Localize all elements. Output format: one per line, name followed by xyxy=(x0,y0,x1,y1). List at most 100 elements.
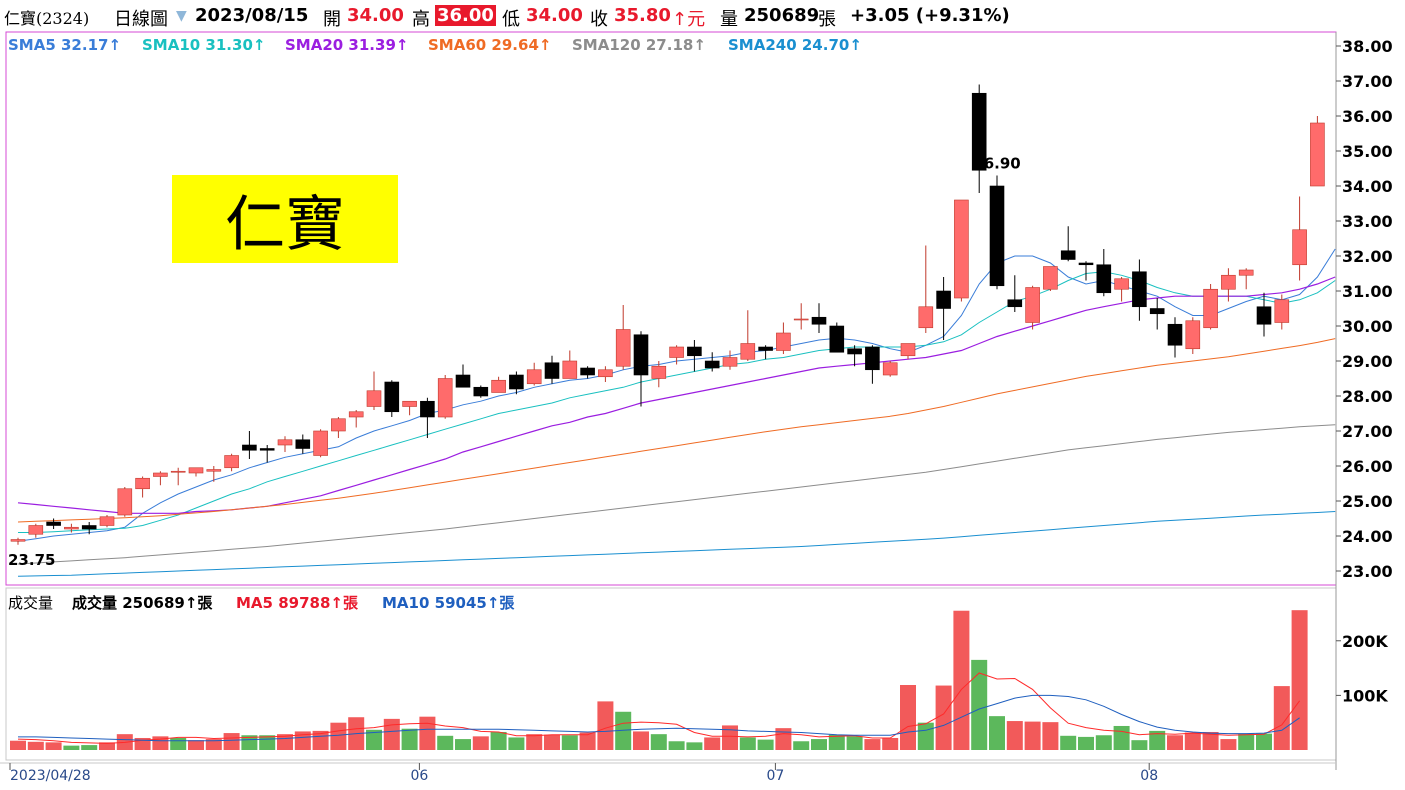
candle-body xyxy=(1132,271,1147,308)
volume-bar xyxy=(633,731,649,750)
period-label[interactable]: 日線圖 xyxy=(114,9,168,30)
volume-bar xyxy=(508,737,525,750)
candle-body xyxy=(277,439,293,446)
open-label: 開 xyxy=(323,9,341,30)
volume-bar xyxy=(793,741,810,750)
candle-body xyxy=(1078,262,1094,266)
quote-date: 2023/08/15 xyxy=(195,5,309,26)
volume-value: 250689 xyxy=(744,5,820,26)
candle-body xyxy=(1096,264,1112,294)
candle-body xyxy=(1238,269,1254,276)
volume-panel-title: 成交量 xyxy=(8,594,54,612)
volume-bar xyxy=(1131,740,1148,750)
ma-line-sma10 xyxy=(18,271,1336,533)
volume-bar xyxy=(811,739,827,750)
close-unit: ↑元 xyxy=(672,9,706,30)
volume-bar xyxy=(170,737,187,750)
candle-body xyxy=(847,348,862,355)
volume-label: 量 xyxy=(720,9,738,30)
price-tick-label: 33.00 xyxy=(1342,212,1393,231)
volume-bar xyxy=(437,735,454,750)
time-tick-label: 07 xyxy=(766,768,784,784)
price-tick-label: 38.00 xyxy=(1342,37,1393,56)
volume-bar xyxy=(686,742,703,750)
candle-body xyxy=(615,329,631,367)
volume-bar xyxy=(134,737,151,750)
price-tick-label: 30.00 xyxy=(1342,317,1393,336)
volume-bar xyxy=(1006,721,1023,750)
volume-bar xyxy=(10,740,26,750)
candle-body xyxy=(1007,299,1023,308)
volume-bar xyxy=(45,742,62,750)
candle-body xyxy=(989,185,1005,287)
candle-body xyxy=(544,362,560,379)
volume-legend-vol: 成交量 250689↑張 xyxy=(72,594,213,612)
candle-body xyxy=(135,477,150,490)
candle-body xyxy=(331,418,346,432)
peak-price-label: 36.90 xyxy=(973,155,1020,173)
candle-body xyxy=(722,357,738,367)
low-label: 低 xyxy=(502,9,520,30)
candle-body xyxy=(936,290,951,309)
volume-bar xyxy=(152,736,169,750)
candle-body xyxy=(1060,250,1076,260)
candle-body xyxy=(224,455,239,469)
price-tick-label: 35.00 xyxy=(1342,142,1393,161)
price-panel-frame xyxy=(5,31,1337,586)
volume-bar xyxy=(526,734,543,750)
candle-body xyxy=(1043,266,1058,290)
candle-body xyxy=(669,346,684,358)
volume-bar xyxy=(330,722,347,750)
price-tick-label: 36.00 xyxy=(1342,107,1393,126)
volume-bar xyxy=(205,739,222,750)
candle-body xyxy=(313,430,328,456)
candle-body xyxy=(206,469,222,472)
candle-body xyxy=(918,306,934,329)
legend-sma60: SMA60 29.64↑ xyxy=(428,36,552,54)
volume-bar xyxy=(722,725,738,750)
volume-bar xyxy=(953,610,970,750)
price-tick-label: 27.00 xyxy=(1342,422,1393,441)
ma-line-sma240 xyxy=(17,511,1336,577)
candle-body xyxy=(437,378,453,418)
volume-bar xyxy=(366,729,382,750)
candle-body xyxy=(1025,287,1040,323)
volume-bar xyxy=(597,701,614,750)
volume-bar xyxy=(1060,735,1077,750)
volume-bar xyxy=(615,711,632,750)
volume-tick-label: 200K xyxy=(1342,632,1388,651)
price-tick-label: 23.00 xyxy=(1342,562,1393,581)
candle-body xyxy=(704,360,720,369)
candle-body xyxy=(10,539,26,542)
volume-bar xyxy=(971,659,988,750)
volume-bar xyxy=(1078,736,1094,750)
price-tick-label: 26.00 xyxy=(1342,457,1393,476)
volume-bar xyxy=(757,739,774,750)
candle-body xyxy=(865,346,880,371)
volume-bar xyxy=(383,718,400,750)
candle-body xyxy=(1310,122,1325,187)
candle-body xyxy=(28,525,44,535)
stock-name: 仁寶(2324) xyxy=(4,9,90,28)
candle-body xyxy=(1203,288,1218,329)
period-dropdown-icon[interactable]: ▼ xyxy=(176,8,187,24)
volume-bar xyxy=(917,722,934,750)
candle-body xyxy=(758,346,773,351)
price-tick-label: 25.00 xyxy=(1342,492,1393,511)
legend-sma5: SMA5 32.17↑ xyxy=(8,36,122,54)
price-tick-label: 37.00 xyxy=(1342,72,1393,91)
legend-sma120: SMA120 27.18↑ xyxy=(572,36,706,54)
volume-bar xyxy=(1095,735,1112,750)
candle-body xyxy=(562,360,578,379)
volume-bar xyxy=(775,728,792,750)
price-tick-label: 34.00 xyxy=(1342,177,1393,196)
volume-bar xyxy=(1291,610,1308,750)
volume-bar xyxy=(846,736,863,750)
stock-name-stamp: 仁寶 xyxy=(172,175,398,263)
volume-bar xyxy=(116,734,133,750)
time-tick-label: 06 xyxy=(410,768,428,784)
volume-bar xyxy=(935,685,952,750)
volume-panel-frame xyxy=(5,587,1337,761)
ma-line-sma5 xyxy=(17,248,1336,542)
